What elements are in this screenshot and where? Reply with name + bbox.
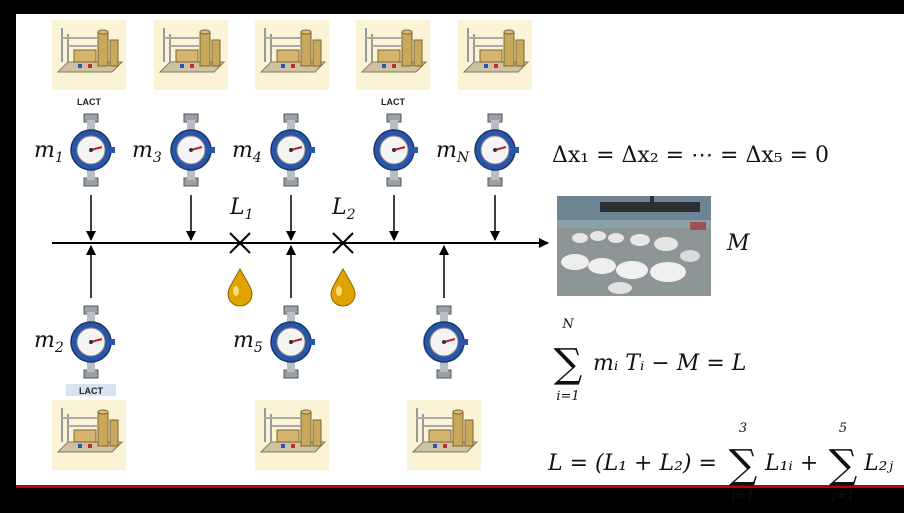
equation-leak-total: L = (L₁ + L₂) = 3 ∑ i=1 L₁ᵢ + 5 ∑ j=1 L₂…: [547, 421, 893, 504]
label-m5: m5: [233, 328, 263, 356]
sum-symbol: ∑: [729, 442, 758, 488]
sum-lower-limit: j=1: [828, 489, 854, 504]
flow-meter-icon: [423, 305, 469, 379]
equation-body: mᵢ Tᵢ − M = L: [593, 351, 746, 376]
sum-lower-limit: i=1: [731, 489, 754, 504]
leak-x-icon: [229, 232, 251, 254]
tank-farm-image: [557, 196, 711, 296]
label-m4: m4: [232, 138, 262, 166]
facility-icon: [457, 19, 533, 91]
facility-icon: [51, 19, 127, 91]
lact-tag: LACT: [79, 386, 103, 396]
label-L2: L2: [331, 195, 356, 223]
sum-symbol: ∑: [554, 341, 583, 387]
oil-drop-icon: [227, 268, 253, 307]
bottom-accent-line: [16, 485, 904, 488]
facility-icon: [254, 19, 330, 91]
label-m1: m1: [34, 138, 64, 166]
facility-icon: [51, 399, 127, 471]
flow-meter-icon: [70, 113, 116, 187]
sum-symbol: ∑: [829, 442, 858, 488]
leak-x-icon: [332, 232, 354, 254]
label-M: M: [726, 231, 750, 256]
sum-lower-limit: i=1: [556, 389, 579, 404]
flow-meter-icon: [170, 113, 216, 187]
facility-icon: [355, 19, 431, 91]
equation-term: L₂ⱼ: [863, 451, 893, 476]
label-m3: m3: [132, 138, 162, 166]
equation-term: L₁ᵢ +: [764, 451, 818, 476]
facility-icon: [254, 399, 330, 471]
sum-upper-limit: N: [561, 317, 574, 332]
equation-displacement: Δx₁ = Δx₂ = ⋯ = Δx₅ = 0: [552, 143, 829, 168]
label-mN: mN: [436, 138, 470, 166]
flow-meter-icon: [70, 305, 116, 379]
sum-upper-limit: 3: [739, 421, 747, 436]
label-L1: L1: [229, 195, 254, 223]
lact-tag: LACT: [77, 97, 101, 107]
oil-drop-icon: [330, 268, 356, 307]
flow-meter-icon: [474, 113, 520, 187]
facility-icon: [406, 399, 482, 471]
equation-mass-balance: N ∑ i=1 mᵢ Tᵢ − M = L: [554, 317, 747, 404]
flow-meter-icon: [373, 113, 419, 187]
flow-meter-icon: [270, 305, 316, 379]
flow-meter-icon: [270, 113, 316, 187]
facility-icon: [153, 19, 229, 91]
equation-lhs: L = (L₁ + L₂) =: [547, 451, 717, 476]
sum-upper-limit: 5: [839, 421, 847, 436]
lact-tag: LACT: [381, 97, 405, 107]
lact-tag-bg: [66, 384, 116, 396]
label-m2: m2: [34, 328, 64, 356]
